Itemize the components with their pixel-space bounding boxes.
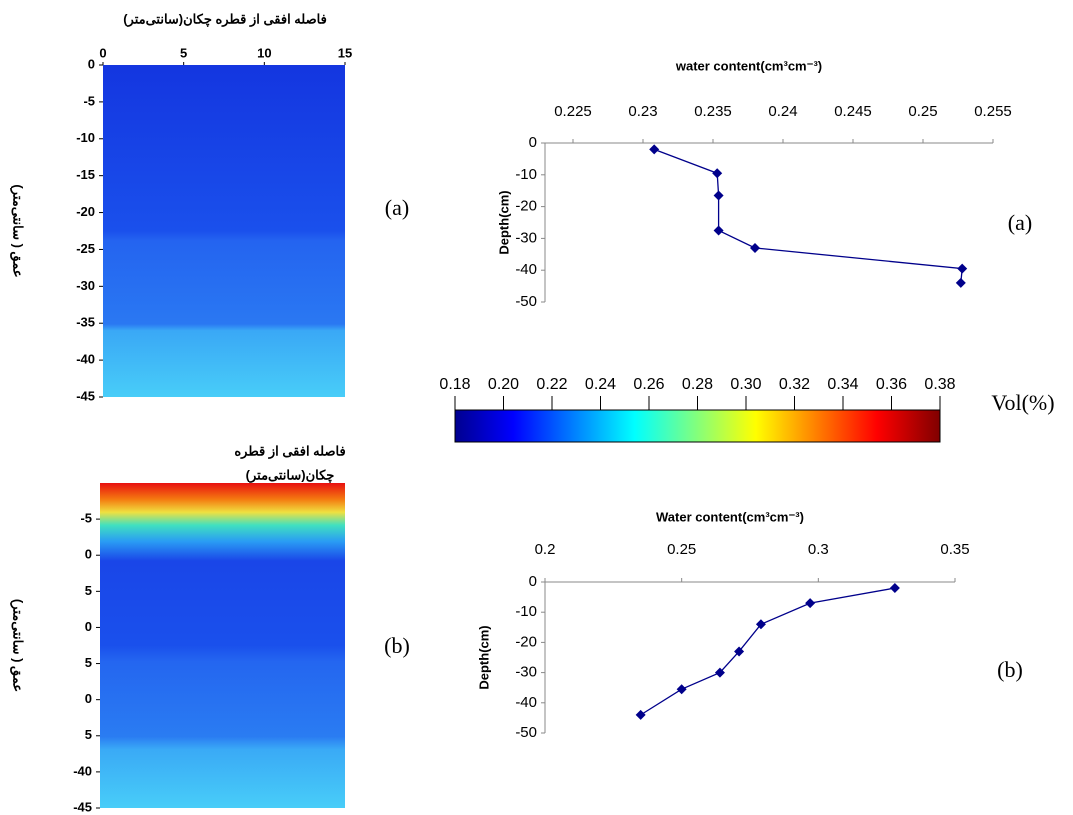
x-tick-label: 0.225	[554, 103, 592, 120]
y-tick-label: -45	[73, 799, 92, 814]
colorbar-tick-label: 0.22	[536, 376, 567, 393]
x-tick-label: 0.24	[768, 103, 797, 120]
x-tick-label: 5	[180, 45, 187, 60]
data-point	[957, 263, 968, 274]
data-point	[712, 168, 723, 179]
y-tick-label: -30	[515, 229, 537, 246]
y-tick-label: -40	[515, 694, 537, 711]
colorbar-label: Vol(%)	[991, 390, 1054, 415]
y-tick-label: 0	[85, 619, 92, 634]
data-point	[713, 225, 724, 236]
colorbar	[454, 409, 941, 443]
chart-title: فاصله افقی از قطره چکان(سانتی‌متر)	[123, 11, 327, 27]
x-tick-label: 0.25	[667, 541, 696, 558]
data-point	[676, 684, 687, 695]
colorbar-tick-label: 0.26	[633, 376, 664, 393]
y-axis-label: عمق ( سانتی‌متر)	[10, 599, 26, 692]
x-tick-label: 0.255	[974, 103, 1012, 120]
data-point	[750, 242, 760, 253]
y-tick-label: -10	[76, 130, 95, 145]
data-point	[713, 190, 724, 201]
y-tick-label: -50	[515, 724, 537, 741]
y-tick-label: 0	[88, 56, 95, 71]
y-tick-label: 0	[85, 547, 92, 562]
y-tick-label: 5	[85, 655, 92, 670]
y-tick-label: 0	[529, 134, 537, 151]
colorbar-tick-label: 0.20	[488, 376, 519, 393]
panel-label: (b)	[997, 657, 1023, 682]
x-tick-label: 0.235	[694, 103, 732, 120]
y-tick-label: 0	[529, 573, 537, 590]
colorbar-tick-label: 0.24	[585, 376, 616, 393]
y-axis-label: Depth(cm)	[476, 625, 491, 689]
data-line	[640, 587, 895, 716]
y-axis-label: عمق ( سانتی‌متر)	[10, 184, 26, 277]
chart-title: water content(cm³cm⁻³)	[675, 58, 822, 73]
x-tick-label: 0.35	[940, 541, 969, 558]
x-tick-label: 0.25	[908, 103, 937, 120]
x-tick-label: 0	[99, 45, 106, 60]
chart-title: چکان(سانتی‌متر)	[246, 467, 335, 483]
x-tick-label: 0.245	[834, 103, 872, 120]
y-tick-label: -5	[80, 511, 92, 526]
colorbar-tick-label: 0.36	[876, 376, 907, 393]
y-tick-label: -30	[76, 278, 95, 293]
y-tick-label: -40	[73, 763, 92, 778]
data-point	[955, 277, 966, 288]
colorbar-tick-label: 0.18	[439, 376, 470, 393]
colorbar-tick-label: 0.30	[730, 376, 761, 393]
colorbar-tick-label: 0.34	[827, 376, 858, 393]
y-tick-label: -40	[515, 261, 537, 278]
data-point	[635, 709, 646, 720]
data-point	[805, 598, 816, 609]
y-tick-label: -30	[515, 664, 537, 681]
panel-label: (b)	[384, 633, 410, 658]
y-tick-label: -10	[515, 603, 537, 620]
y-tick-label: -40	[76, 352, 95, 367]
y-tick-label: 5	[85, 727, 92, 742]
y-tick-label: -10	[515, 166, 537, 183]
chart-title: فاصله افقی از قطره	[234, 443, 345, 459]
data-point	[649, 144, 660, 155]
y-tick-label: -50	[515, 293, 537, 310]
y-tick-label: -20	[76, 204, 95, 219]
colorbar-tick-label: 0.38	[924, 376, 955, 393]
data-point	[755, 619, 766, 630]
chart-title: Water content(cm³cm⁻³)	[656, 509, 804, 524]
data-point	[714, 667, 725, 678]
heatmap-field	[100, 483, 345, 808]
data-point	[734, 646, 745, 657]
y-axis-label: Depth(cm)	[496, 190, 511, 254]
y-tick-label: 0	[85, 691, 92, 706]
x-tick-label: 15	[338, 45, 352, 60]
y-tick-label: -25	[76, 241, 95, 256]
x-tick-label: 0.3	[808, 541, 829, 558]
colorbar-tick-label: 0.32	[779, 376, 810, 393]
data-line	[653, 148, 963, 283]
heatmap-field	[103, 65, 345, 397]
y-tick-label: -15	[76, 167, 95, 182]
y-tick-label: -45	[76, 388, 95, 403]
x-tick-label: 10	[257, 45, 271, 60]
y-tick-label: 5	[85, 583, 92, 598]
y-tick-label: -35	[76, 315, 95, 330]
y-tick-label: -5	[83, 93, 95, 108]
y-tick-label: -20	[515, 633, 537, 650]
panel-label: (a)	[1008, 210, 1032, 235]
y-tick-label: -20	[515, 198, 537, 215]
x-tick-label: 0.2	[535, 541, 556, 558]
data-point	[889, 583, 900, 594]
x-tick-label: 0.23	[628, 103, 657, 120]
panel-label: (a)	[385, 195, 409, 220]
colorbar-tick-label: 0.28	[682, 376, 713, 393]
